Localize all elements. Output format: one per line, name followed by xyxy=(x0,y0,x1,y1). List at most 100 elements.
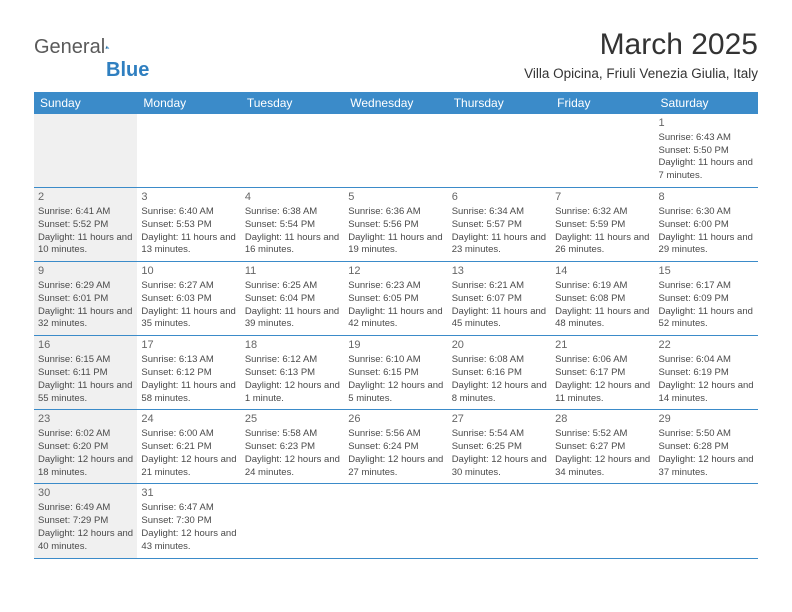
sunrise-text: Sunrise: 5:56 AM xyxy=(348,428,443,441)
sunset-text: Sunset: 6:11 PM xyxy=(38,367,133,380)
sunset-text: Sunset: 6:09 PM xyxy=(659,293,754,306)
sunset-text: Sunset: 7:30 PM xyxy=(141,515,236,528)
daylight-text: Daylight: 12 hours and 27 minutes. xyxy=(348,454,443,480)
sunrise-text: Sunrise: 6:47 AM xyxy=(141,502,236,515)
calendar-cell: 26Sunrise: 5:56 AMSunset: 6:24 PMDayligh… xyxy=(344,410,447,483)
day-number: 4 xyxy=(245,190,340,205)
daylight-text: Daylight: 12 hours and 18 minutes. xyxy=(38,454,133,480)
sunset-text: Sunset: 6:27 PM xyxy=(555,441,650,454)
sunset-text: Sunset: 6:07 PM xyxy=(452,293,547,306)
day-number: 19 xyxy=(348,338,443,353)
daylight-text: Daylight: 12 hours and 5 minutes. xyxy=(348,380,443,406)
calendar-cell: 28Sunrise: 5:52 AMSunset: 6:27 PMDayligh… xyxy=(551,410,654,483)
calendar-cell: 14Sunrise: 6:19 AMSunset: 6:08 PMDayligh… xyxy=(551,262,654,335)
sunrise-text: Sunrise: 6:32 AM xyxy=(555,206,650,219)
sunset-text: Sunset: 5:57 PM xyxy=(452,219,547,232)
calendar-cell: 16Sunrise: 6:15 AMSunset: 6:11 PMDayligh… xyxy=(34,336,137,409)
sunrise-text: Sunrise: 6:23 AM xyxy=(348,280,443,293)
sunrise-text: Sunrise: 5:58 AM xyxy=(245,428,340,441)
sunset-text: Sunset: 6:23 PM xyxy=(245,441,340,454)
sunrise-text: Sunrise: 6:36 AM xyxy=(348,206,443,219)
day-number: 3 xyxy=(141,190,236,205)
calendar-cell: 7Sunrise: 6:32 AMSunset: 5:59 PMDaylight… xyxy=(551,188,654,261)
calendar-cell: 27Sunrise: 5:54 AMSunset: 6:25 PMDayligh… xyxy=(448,410,551,483)
calendar-cell: 11Sunrise: 6:25 AMSunset: 6:04 PMDayligh… xyxy=(241,262,344,335)
sunrise-text: Sunrise: 5:52 AM xyxy=(555,428,650,441)
sunset-text: Sunset: 5:50 PM xyxy=(659,145,754,158)
calendar-cell: 9Sunrise: 6:29 AMSunset: 6:01 PMDaylight… xyxy=(34,262,137,335)
day-number: 15 xyxy=(659,264,754,279)
calendar-cell xyxy=(344,484,447,557)
day-number: 14 xyxy=(555,264,650,279)
calendar-row: 9Sunrise: 6:29 AMSunset: 6:01 PMDaylight… xyxy=(34,262,758,336)
sunset-text: Sunset: 6:15 PM xyxy=(348,367,443,380)
calendar-row: 23Sunrise: 6:02 AMSunset: 6:20 PMDayligh… xyxy=(34,410,758,484)
sunset-text: Sunset: 6:17 PM xyxy=(555,367,650,380)
sunrise-text: Sunrise: 6:19 AM xyxy=(555,280,650,293)
calendar-cell: 19Sunrise: 6:10 AMSunset: 6:15 PMDayligh… xyxy=(344,336,447,409)
sunrise-text: Sunrise: 6:38 AM xyxy=(245,206,340,219)
day-number: 20 xyxy=(452,338,547,353)
sunrise-text: Sunrise: 6:06 AM xyxy=(555,354,650,367)
daylight-text: Daylight: 11 hours and 26 minutes. xyxy=(555,232,650,258)
calendar-cell: 13Sunrise: 6:21 AMSunset: 6:07 PMDayligh… xyxy=(448,262,551,335)
day-number: 18 xyxy=(245,338,340,353)
daylight-text: Daylight: 12 hours and 30 minutes. xyxy=(452,454,547,480)
logo-text-part1: General xyxy=(34,36,105,59)
daylight-text: Daylight: 11 hours and 58 minutes. xyxy=(141,380,236,406)
sunrise-text: Sunrise: 6:29 AM xyxy=(38,280,133,293)
calendar-cell: 20Sunrise: 6:08 AMSunset: 6:16 PMDayligh… xyxy=(448,336,551,409)
sunrise-text: Sunrise: 5:54 AM xyxy=(452,428,547,441)
sunset-text: Sunset: 5:56 PM xyxy=(348,219,443,232)
day-number: 5 xyxy=(348,190,443,205)
sunrise-text: Sunrise: 6:04 AM xyxy=(659,354,754,367)
day-header: Wednesday xyxy=(344,92,447,114)
day-header: Sunday xyxy=(34,92,137,114)
daylight-text: Daylight: 12 hours and 8 minutes. xyxy=(452,380,547,406)
daylight-text: Daylight: 11 hours and 29 minutes. xyxy=(659,232,754,258)
daylight-text: Daylight: 11 hours and 16 minutes. xyxy=(245,232,340,258)
day-header: Monday xyxy=(137,92,240,114)
sunrise-text: Sunrise: 6:12 AM xyxy=(245,354,340,367)
logo-sail-icon xyxy=(105,37,110,57)
calendar-row: 16Sunrise: 6:15 AMSunset: 6:11 PMDayligh… xyxy=(34,336,758,410)
day-number: 8 xyxy=(659,190,754,205)
calendar-cell: 3Sunrise: 6:40 AMSunset: 5:53 PMDaylight… xyxy=(137,188,240,261)
daylight-text: Daylight: 12 hours and 11 minutes. xyxy=(555,380,650,406)
calendar-cell xyxy=(448,484,551,557)
sunrise-text: Sunrise: 6:27 AM xyxy=(141,280,236,293)
calendar-row: 1Sunrise: 6:43 AMSunset: 5:50 PMDaylight… xyxy=(34,114,758,188)
calendar-cell: 30Sunrise: 6:49 AMSunset: 7:29 PMDayligh… xyxy=(34,484,137,557)
sunset-text: Sunset: 5:52 PM xyxy=(38,219,133,232)
calendar-cell: 4Sunrise: 6:38 AMSunset: 5:54 PMDaylight… xyxy=(241,188,344,261)
calendar-cell: 12Sunrise: 6:23 AMSunset: 6:05 PMDayligh… xyxy=(344,262,447,335)
day-number: 23 xyxy=(38,412,133,427)
calendar-cell xyxy=(551,114,654,187)
daylight-text: Daylight: 12 hours and 21 minutes. xyxy=(141,454,236,480)
calendar-cell: 10Sunrise: 6:27 AMSunset: 6:03 PMDayligh… xyxy=(137,262,240,335)
day-number: 6 xyxy=(452,190,547,205)
sunrise-text: Sunrise: 6:41 AM xyxy=(38,206,133,219)
day-number: 10 xyxy=(141,264,236,279)
day-header: Saturday xyxy=(655,92,758,114)
day-header: Friday xyxy=(551,92,654,114)
sunrise-text: Sunrise: 6:30 AM xyxy=(659,206,754,219)
daylight-text: Daylight: 12 hours and 43 minutes. xyxy=(141,528,236,554)
day-number: 21 xyxy=(555,338,650,353)
daylight-text: Daylight: 11 hours and 35 minutes. xyxy=(141,306,236,332)
sunset-text: Sunset: 6:00 PM xyxy=(659,219,754,232)
calendar-cell: 25Sunrise: 5:58 AMSunset: 6:23 PMDayligh… xyxy=(241,410,344,483)
calendar-cell xyxy=(241,114,344,187)
sunrise-text: Sunrise: 6:49 AM xyxy=(38,502,133,515)
daylight-text: Daylight: 12 hours and 40 minutes. xyxy=(38,528,133,554)
sunset-text: Sunset: 6:25 PM xyxy=(452,441,547,454)
calendar-cell xyxy=(241,484,344,557)
daylight-text: Daylight: 11 hours and 55 minutes. xyxy=(38,380,133,406)
calendar-cell: 5Sunrise: 6:36 AMSunset: 5:56 PMDaylight… xyxy=(344,188,447,261)
sunrise-text: Sunrise: 6:43 AM xyxy=(659,132,754,145)
sunset-text: Sunset: 6:13 PM xyxy=(245,367,340,380)
daylight-text: Daylight: 12 hours and 14 minutes. xyxy=(659,380,754,406)
day-number: 17 xyxy=(141,338,236,353)
calendar-cell: 15Sunrise: 6:17 AMSunset: 6:09 PMDayligh… xyxy=(655,262,758,335)
title-block: March 2025 Villa Opicina, Friuli Venezia… xyxy=(524,28,758,81)
